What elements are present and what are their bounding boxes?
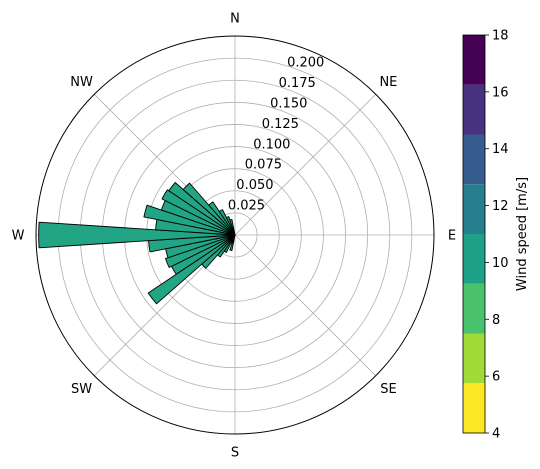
colorbar-segment bbox=[463, 184, 485, 234]
colorbar-tick-label: 4 bbox=[492, 427, 500, 442]
wind-rose-bar bbox=[38, 221, 236, 249]
colorbar-segment bbox=[463, 84, 485, 135]
direction-label: NE bbox=[379, 75, 397, 90]
direction-label: N bbox=[230, 12, 240, 27]
wind-rose-bar bbox=[218, 209, 236, 236]
radial-tick-labels: 0.025 0.050 0.075 0.100 0.125 0.150 0.175 0.200 bbox=[228, 56, 324, 214]
colorbar-tick-label: 14 bbox=[492, 142, 509, 157]
wind-rose-bar bbox=[147, 234, 236, 305]
colorbar-tick-label: 8 bbox=[492, 313, 500, 328]
angular-grid-line bbox=[234, 234, 376, 376]
colorbar: 4 6 8 10 12 14 16 18 Wind speed [m/s] bbox=[462, 29, 530, 442]
direction-label: SW bbox=[71, 382, 92, 397]
colorbar-segment bbox=[463, 35, 485, 85]
colorbar-segment bbox=[463, 134, 485, 185]
polar-spine bbox=[35, 35, 435, 435]
colorbar-label: Wind speed [m/s] bbox=[515, 177, 530, 291]
colorbar-tick-label: 10 bbox=[492, 256, 509, 271]
radial-tick-label: 0.050 bbox=[236, 178, 273, 193]
colorbar-tick-label: 18 bbox=[492, 29, 509, 44]
angular-grid-line bbox=[234, 94, 376, 236]
wind-rose-bar bbox=[161, 189, 236, 236]
wind-rose-bar bbox=[208, 201, 236, 236]
colorbar-frame bbox=[462, 34, 486, 434]
radial-tick-label: 0.150 bbox=[270, 96, 307, 111]
colorbar-tick-label: 12 bbox=[492, 199, 509, 214]
colorbar-tick-label: 16 bbox=[492, 85, 509, 100]
radial-tick-label: 0.200 bbox=[287, 56, 324, 71]
colorbar-segment bbox=[463, 383, 485, 433]
radial-tick-label: 0.025 bbox=[228, 199, 265, 214]
direction-label: NW bbox=[70, 75, 93, 90]
colorbar-segment bbox=[463, 333, 485, 384]
colorbar-segment bbox=[463, 234, 485, 284]
radial-tick-label: 0.100 bbox=[253, 137, 290, 152]
wind-rose-bars bbox=[38, 182, 236, 305]
polar-outline bbox=[35, 35, 435, 435]
wind-rose-bar bbox=[182, 182, 236, 236]
wind-rose-bar bbox=[165, 234, 236, 268]
direction-label: E bbox=[448, 229, 456, 244]
wind-rose-bar bbox=[168, 182, 236, 236]
colorbar-tick-label: 6 bbox=[492, 370, 500, 385]
radial-tick-label: 0.175 bbox=[279, 76, 316, 91]
radial-tick-label: 0.075 bbox=[245, 158, 282, 173]
radial-tick-label: 0.125 bbox=[262, 117, 299, 132]
direction-label: W bbox=[12, 229, 25, 244]
wind-rose-bar bbox=[225, 216, 236, 236]
direction-label: SE bbox=[380, 382, 396, 397]
colorbar-segment bbox=[463, 283, 485, 334]
direction-label: S bbox=[231, 446, 239, 461]
wind-rose-bar bbox=[229, 218, 236, 236]
direction-labels: N NE E SE S SW W NW bbox=[12, 12, 457, 461]
